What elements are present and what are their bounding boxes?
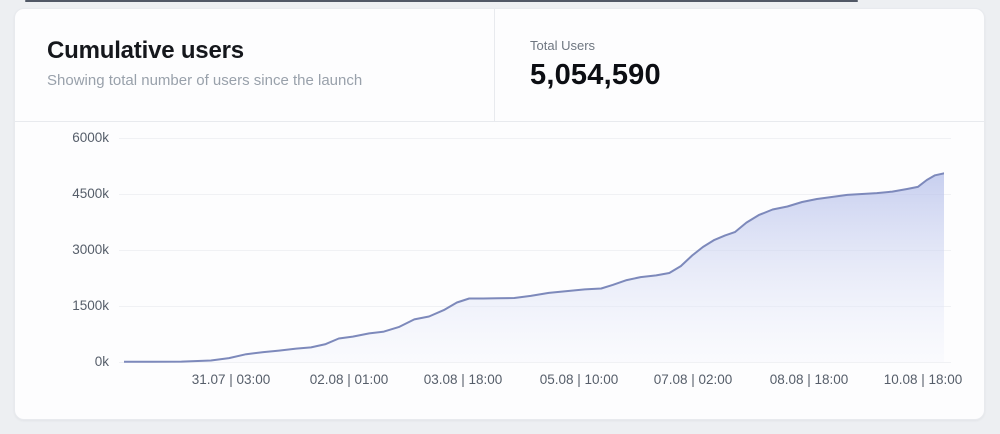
- x-axis-tick-2: 02.08 | 01:00: [309, 372, 389, 387]
- x-axis-tick-6: 08.08 | 18:00: [769, 372, 849, 387]
- header-bottom-divider: [15, 121, 984, 122]
- gridline-6000k: [119, 138, 951, 139]
- chart-title: Cumulative users: [47, 37, 244, 64]
- chart-region: 6000k 4500k 3000k 1500k 0k 31.07 | 03:00…: [15, 121, 984, 421]
- top-edge-line: [25, 0, 858, 2]
- y-axis-tick-0k: 0k: [94, 354, 109, 369]
- area-chart-plot[interactable]: [124, 131, 944, 367]
- header-right-section: Total Users 5,054,590: [495, 9, 984, 121]
- x-axis-tick-1: 31.07 | 03:00: [191, 372, 271, 387]
- cumulative-users-card: Cumulative users Showing total number of…: [14, 8, 985, 420]
- x-axis-tick-5: 07.08 | 02:00: [653, 372, 733, 387]
- y-axis-tick-1500k: 1500k: [72, 298, 109, 313]
- gridline-0k: [119, 362, 951, 363]
- area-series-line: [124, 172, 944, 363]
- x-axis-tick-4: 05.08 | 10:00: [539, 372, 619, 387]
- header-vertical-divider: [494, 9, 495, 121]
- y-axis-tick-4500k: 4500k: [72, 186, 109, 201]
- y-axis-tick-6000k: 6000k: [72, 130, 109, 145]
- y-axis-tick-3000k: 3000k: [72, 242, 109, 257]
- card-header: Cumulative users Showing total number of…: [15, 9, 984, 121]
- gridline-3000k: [119, 250, 951, 251]
- chart-subtitle: Showing total number of users since the …: [47, 72, 363, 89]
- area-series-fill: [124, 173, 944, 362]
- x-axis-tick-3: 03.08 | 18:00: [423, 372, 503, 387]
- total-users-value: 5,054,590: [530, 59, 661, 91]
- x-axis-tick-7: 10.08 | 18:00: [883, 372, 963, 387]
- header-left-section: Cumulative users Showing total number of…: [15, 9, 494, 121]
- gridline-4500k: [119, 194, 951, 195]
- total-users-label: Total Users: [530, 38, 596, 53]
